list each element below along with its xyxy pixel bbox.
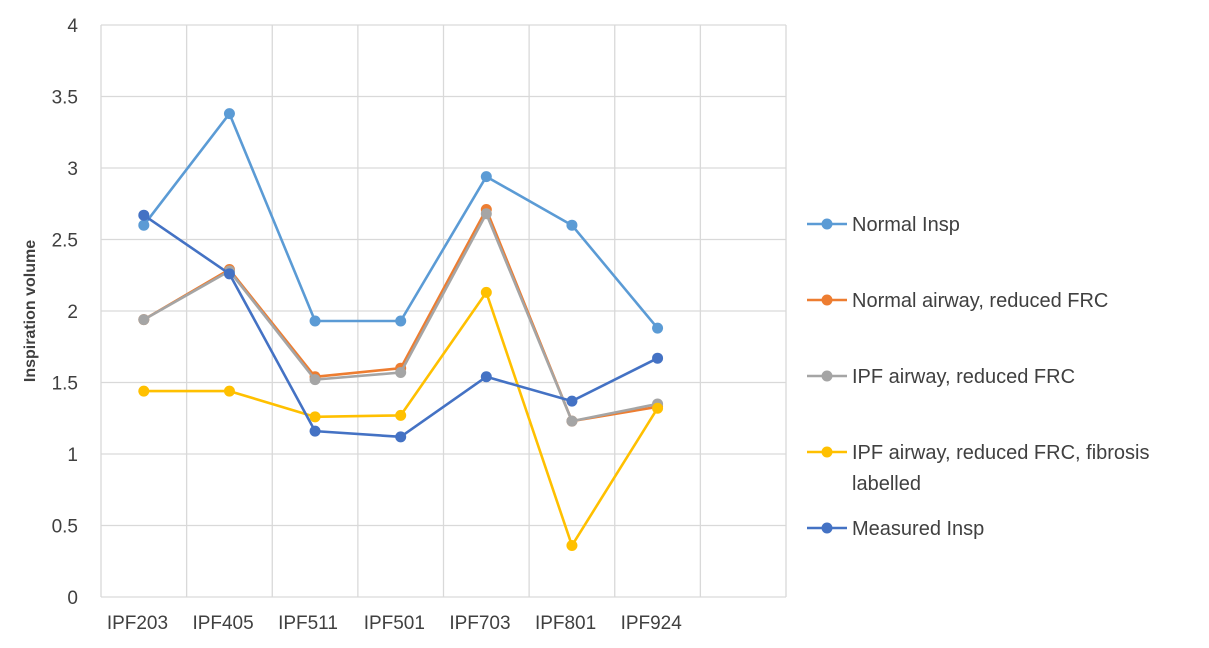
- legend-label: Normal Insp: [852, 214, 960, 236]
- legend-label: Measured Insp: [852, 518, 984, 540]
- x-tick-label: IPF501: [364, 613, 425, 634]
- data-point: [652, 352, 664, 364]
- legend-item: Normal Insp: [807, 214, 960, 236]
- data-point: [395, 366, 407, 378]
- grid: [100, 24, 787, 598]
- data-point: [309, 374, 321, 386]
- data-point: [652, 322, 664, 334]
- data-point: [480, 371, 492, 383]
- y-tick-label: 2.5: [52, 231, 78, 252]
- series-4: [138, 209, 664, 443]
- x-tick-label: IPF203: [107, 613, 168, 634]
- data-point: [566, 219, 578, 231]
- x-tick-label: IPF924: [621, 613, 683, 634]
- y-tick-label: 4: [67, 16, 78, 37]
- legend-item: IPF airway, reduced FRC: [807, 366, 1075, 388]
- legend-label: IPF airway, reduced FRC: [852, 366, 1075, 388]
- y-tick-label: 3.5: [52, 88, 78, 109]
- data-point: [566, 540, 578, 552]
- data-point: [395, 315, 407, 327]
- data-point: [223, 108, 235, 120]
- legend-swatch-marker: [821, 446, 833, 458]
- y-axis-title: Inspiration volume: [22, 240, 39, 382]
- legend-item: IPF airway, reduced FRC, fibrosis labelle…: [807, 442, 1150, 495]
- series-3: [138, 286, 664, 552]
- x-tick-label: IPF801: [535, 613, 596, 634]
- legend-label: IPF airway, reduced FRC, fibrosis: [852, 442, 1150, 464]
- x-tick-label: IPF405: [192, 613, 253, 634]
- data-point: [566, 415, 578, 427]
- y-tick-label: 1: [67, 445, 78, 466]
- series: [138, 108, 664, 552]
- data-point: [138, 219, 150, 231]
- y-tick-label: 3: [67, 159, 78, 180]
- x-tick-label: IPF511: [278, 613, 338, 634]
- data-point: [652, 402, 664, 414]
- series-1: [138, 203, 664, 427]
- data-point: [309, 315, 321, 327]
- data-point: [395, 431, 407, 443]
- legend-swatch-marker: [821, 218, 833, 230]
- legend-swatch-marker: [821, 294, 833, 306]
- x-tick-label: IPF703: [449, 613, 510, 634]
- legend-item: Measured Insp: [807, 518, 984, 540]
- data-point: [309, 411, 321, 423]
- legend-swatch-marker: [821, 522, 833, 534]
- data-point: [395, 409, 407, 421]
- legend-swatch-marker: [821, 370, 833, 382]
- data-point: [223, 268, 235, 280]
- y-tick-label: 1.5: [52, 374, 78, 395]
- y-axis-ticks: 0 0.5 1 1.5 2 2.5 3 3.5 4: [52, 16, 79, 609]
- data-point: [138, 314, 150, 326]
- legend-label: Normal airway, reduced FRC: [852, 290, 1108, 312]
- data-point: [480, 208, 492, 220]
- data-point: [223, 385, 235, 397]
- x-axis-ticks: IPF203 IPF405 IPF511 IPF501 IPF703 IPF801 IPF9…: [107, 613, 682, 634]
- data-point: [480, 286, 492, 298]
- data-point: [309, 425, 321, 437]
- data-point: [138, 385, 150, 397]
- y-tick-label: 0: [67, 588, 78, 609]
- data-point: [138, 209, 150, 221]
- series-0: [138, 108, 664, 334]
- series-line: [142, 112, 659, 329]
- data-point: [566, 395, 578, 407]
- legend-item: Normal airway, reduced FRC: [807, 290, 1108, 312]
- series-line: [143, 208, 658, 423]
- data-point: [480, 171, 492, 183]
- legend-label: labelled: [852, 473, 921, 495]
- legend: Normal Insp Normal airway, reduced FRC IPF…: [807, 214, 1150, 540]
- y-tick-label: 2: [67, 302, 78, 323]
- y-tick-label: 0.5: [52, 517, 78, 538]
